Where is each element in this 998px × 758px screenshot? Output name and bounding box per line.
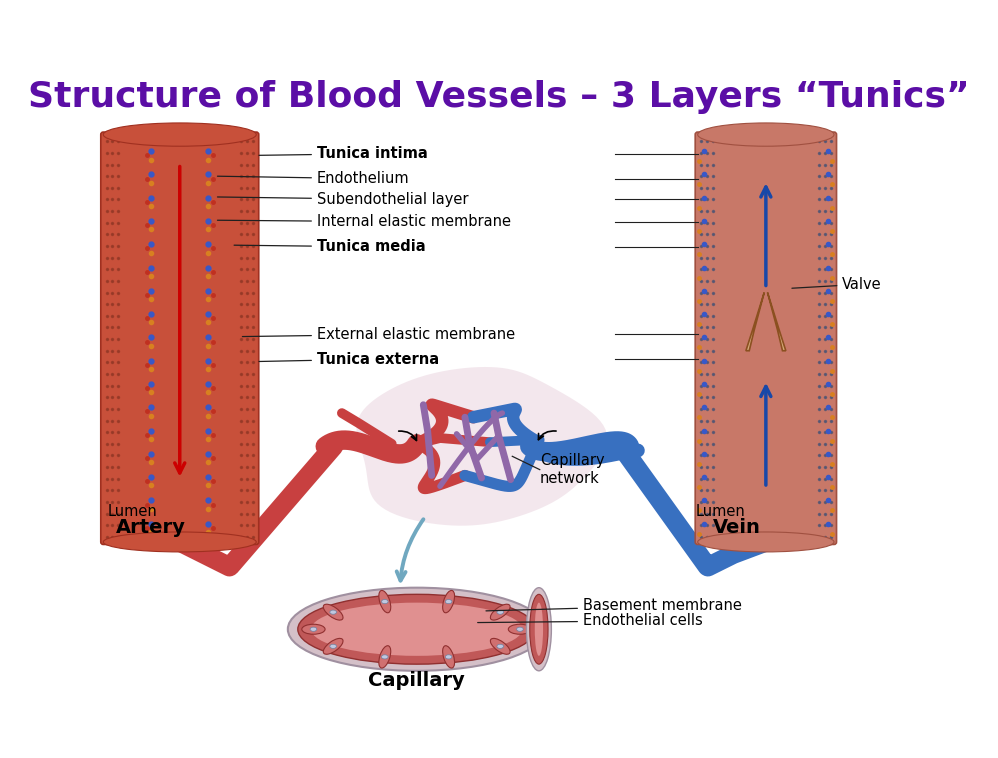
- FancyBboxPatch shape: [118, 132, 243, 544]
- FancyBboxPatch shape: [724, 132, 808, 544]
- Ellipse shape: [517, 627, 523, 631]
- Ellipse shape: [155, 539, 205, 545]
- Ellipse shape: [726, 127, 805, 143]
- Text: Basement membrane: Basement membrane: [486, 599, 742, 613]
- Ellipse shape: [698, 123, 834, 146]
- Ellipse shape: [743, 537, 789, 547]
- Text: Tunica media: Tunica media: [235, 240, 425, 255]
- Ellipse shape: [708, 534, 824, 550]
- Text: Endothelium: Endothelium: [218, 171, 409, 186]
- Ellipse shape: [497, 644, 504, 648]
- Ellipse shape: [323, 638, 343, 654]
- Ellipse shape: [381, 655, 388, 659]
- Ellipse shape: [155, 130, 205, 139]
- Ellipse shape: [128, 535, 232, 549]
- Text: Artery: Artery: [116, 518, 186, 537]
- Text: Tunica externa: Tunica externa: [259, 352, 439, 367]
- Ellipse shape: [443, 646, 454, 668]
- Ellipse shape: [120, 124, 240, 145]
- Text: Endothelial cells: Endothelial cells: [478, 613, 703, 628]
- Text: Lumen: Lumen: [108, 503, 157, 518]
- Ellipse shape: [128, 127, 232, 143]
- Text: Vein: Vein: [713, 518, 760, 537]
- Ellipse shape: [379, 590, 391, 612]
- Text: Valve: Valve: [792, 277, 882, 292]
- FancyBboxPatch shape: [143, 132, 218, 544]
- FancyBboxPatch shape: [153, 132, 208, 544]
- Ellipse shape: [311, 603, 522, 656]
- Text: Lumen: Lumen: [696, 503, 745, 518]
- Ellipse shape: [379, 646, 391, 668]
- Ellipse shape: [698, 532, 834, 552]
- Ellipse shape: [310, 627, 316, 631]
- Ellipse shape: [443, 590, 454, 612]
- FancyBboxPatch shape: [741, 132, 791, 544]
- Text: Structure of Blood Vessels – 3 Layers “Tunics”: Structure of Blood Vessels – 3 Layers “T…: [28, 80, 970, 114]
- Ellipse shape: [329, 610, 336, 614]
- Ellipse shape: [329, 644, 336, 648]
- Text: External elastic membrane: External elastic membrane: [243, 327, 515, 342]
- Ellipse shape: [490, 638, 510, 654]
- Ellipse shape: [103, 532, 256, 552]
- Ellipse shape: [708, 124, 824, 145]
- Ellipse shape: [301, 625, 325, 634]
- FancyBboxPatch shape: [101, 132, 258, 544]
- Ellipse shape: [726, 535, 805, 549]
- FancyBboxPatch shape: [706, 132, 826, 544]
- FancyBboxPatch shape: [126, 132, 234, 544]
- Polygon shape: [746, 293, 764, 351]
- Ellipse shape: [297, 594, 536, 664]
- Text: Capillary
network: Capillary network: [540, 453, 605, 486]
- Text: Internal elastic membrane: Internal elastic membrane: [218, 215, 511, 230]
- Text: Capillary: Capillary: [368, 672, 465, 691]
- Ellipse shape: [145, 128, 215, 141]
- Text: Subendothelial layer: Subendothelial layer: [218, 192, 468, 207]
- Ellipse shape: [445, 655, 452, 659]
- Ellipse shape: [103, 123, 256, 146]
- FancyBboxPatch shape: [696, 132, 836, 544]
- Ellipse shape: [445, 600, 452, 603]
- Text: Tunica intima: Tunica intima: [259, 146, 428, 161]
- Ellipse shape: [526, 587, 551, 671]
- Ellipse shape: [323, 604, 343, 620]
- Ellipse shape: [287, 587, 546, 671]
- Polygon shape: [767, 293, 785, 351]
- Ellipse shape: [535, 603, 543, 656]
- Polygon shape: [356, 367, 608, 526]
- Ellipse shape: [530, 594, 548, 664]
- Ellipse shape: [508, 625, 532, 634]
- Ellipse shape: [120, 534, 240, 550]
- Ellipse shape: [381, 600, 388, 603]
- Ellipse shape: [743, 128, 789, 141]
- Ellipse shape: [497, 610, 504, 614]
- Ellipse shape: [490, 604, 510, 620]
- Ellipse shape: [145, 537, 215, 547]
